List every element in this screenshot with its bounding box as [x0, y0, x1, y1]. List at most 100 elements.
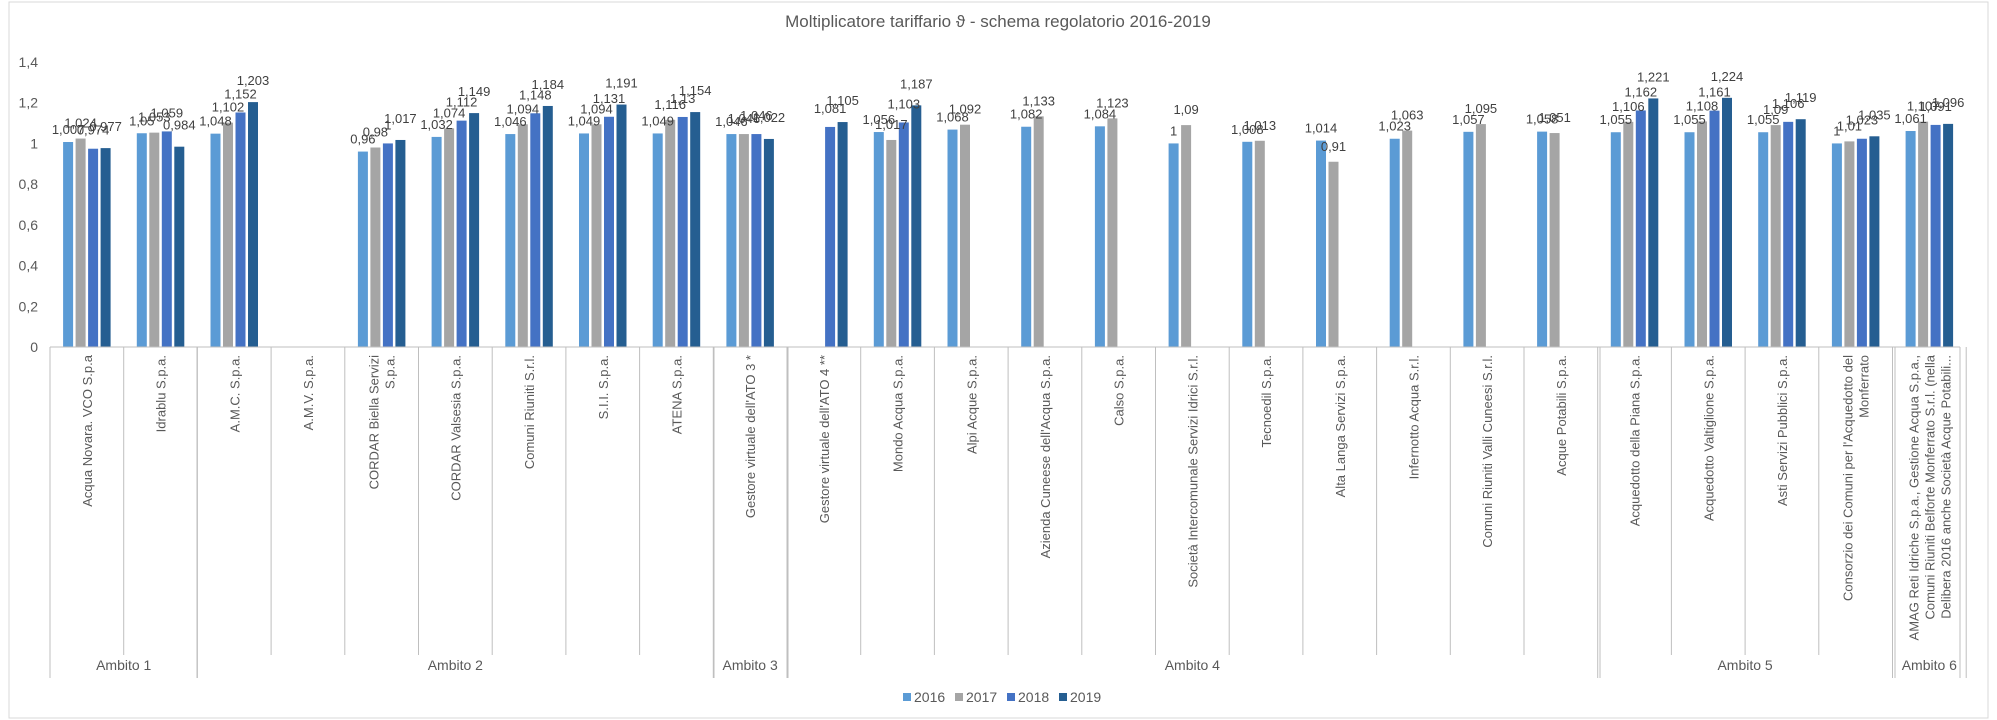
category-label-line: Delibera 2016 anche Società Acque Potabi…	[1938, 355, 1953, 619]
bar-2017	[1254, 140, 1265, 347]
bar-2017	[1402, 130, 1413, 347]
category-label-line: Società Intercomunale Servizi Idrici S.r…	[1185, 355, 1200, 588]
bar-2018	[235, 112, 246, 347]
legend-swatch	[903, 693, 911, 701]
bar-2018	[88, 148, 99, 347]
data-label: 1,049	[641, 113, 674, 128]
y-tick-label: 1,4	[19, 54, 39, 70]
category-label-line: Alta Langa Servizi S.p.a.	[1333, 355, 1348, 497]
category-label: Tecnoedil S.p.a.	[1259, 355, 1274, 448]
data-label: 1,046	[728, 111, 761, 126]
data-label: 1,123	[1096, 95, 1129, 110]
legend-swatch	[1007, 693, 1015, 701]
data-label: 1,091	[1919, 99, 1952, 114]
data-label: 1,092	[949, 102, 982, 117]
bar-2018	[604, 116, 614, 347]
data-label: 1,107	[1907, 99, 1940, 114]
bar-2017	[1033, 116, 1044, 347]
category-label: Acquedotto Valtiglione S.p.a.	[1701, 355, 1716, 521]
data-label: 1,013	[1244, 118, 1277, 133]
bar-2019	[616, 104, 627, 348]
data-label: 1,094	[580, 101, 613, 116]
bar-2017	[591, 124, 602, 348]
data-label: 1	[384, 117, 391, 132]
category-label: CORDAR Valsesia S.p.a.	[448, 355, 463, 501]
bar-2017	[75, 138, 86, 347]
data-label: 1,074	[433, 105, 466, 120]
data-label: 1,017	[384, 111, 417, 126]
data-label: 1,056	[863, 112, 896, 127]
bar-2019	[469, 113, 480, 347]
group-label: Ambito 1	[96, 657, 151, 673]
group-label: Ambito 5	[1717, 657, 1772, 673]
bar-2017	[1181, 125, 1192, 347]
data-label: 1,084	[1084, 106, 1117, 121]
category-label: Gestore virtuale dell'ATO 4 **	[817, 355, 832, 523]
bar-2017	[665, 119, 676, 347]
category-label: Alta Langa Servizi S.p.a.	[1333, 355, 1348, 497]
bar-2016	[726, 134, 737, 347]
data-label: 1,161	[1698, 85, 1731, 100]
bar-2016	[1168, 143, 1179, 347]
data-label: 1,081	[814, 101, 847, 116]
bar-2018	[456, 120, 467, 347]
group-label: Ambito 3	[723, 657, 778, 673]
bar-2016	[1831, 143, 1842, 347]
bar-2016	[357, 151, 368, 347]
data-label: 1,096	[1932, 95, 1965, 110]
bar-2017	[960, 124, 970, 347]
category-label-line: S.p.a.	[383, 355, 398, 389]
bar-2017	[444, 128, 455, 347]
bar-2019	[174, 146, 185, 347]
category-label-line: Asti Servizi Pubblici S.p.a.	[1775, 355, 1790, 506]
bar-2019	[395, 139, 406, 347]
category-label-line: Infernotto Acqua S.r.l.	[1406, 355, 1421, 479]
data-label: 0,96	[350, 132, 375, 147]
data-label: 1,184	[532, 77, 565, 92]
y-tick-label: 1	[30, 135, 38, 151]
data-label: 1,224	[1711, 69, 1744, 84]
category-label-line: Monferrato	[1857, 355, 1872, 418]
x-axis: Acqua Novara. VCO S.p.a Idrablu S.p.a. A.M…	[49, 346, 1967, 678]
bar-2016	[63, 142, 74, 347]
data-label: 1,133	[1022, 93, 1055, 108]
data-label: 1,102	[212, 100, 245, 115]
data-label: 1,09	[1173, 102, 1198, 117]
category-label: ATENA S.p.a.	[669, 355, 684, 434]
bar-2016	[1684, 132, 1695, 347]
bar-2019	[100, 148, 111, 347]
data-label: 1,162	[1625, 84, 1658, 99]
bar-2019	[1943, 123, 1954, 347]
data-label: 1,108	[1686, 98, 1719, 113]
bar-2017	[1918, 121, 1929, 348]
data-label: 1,024	[64, 116, 97, 131]
group-label: Ambito 6	[1902, 657, 1957, 673]
bar-2017	[738, 134, 749, 347]
data-label: 1,068	[936, 110, 969, 125]
category-label: Acquedotto della Piana S.p.a.	[1628, 355, 1643, 526]
data-label: 1,095	[1465, 101, 1498, 116]
category-label-line: Acquedotto Valtiglione S.p.a.	[1701, 355, 1716, 521]
data-label: 1,13	[670, 91, 695, 106]
category-label: Asti Servizi Pubblici S.p.a.	[1775, 355, 1790, 506]
data-label: 1,105	[826, 93, 859, 108]
bar-2016	[505, 134, 516, 347]
bar-2016	[1021, 126, 1032, 347]
data-label: 0,977	[89, 119, 122, 134]
data-label: 1,221	[1637, 69, 1670, 84]
category-label-line: AMAG Reti Idriche S.p.a., Gestione Acqua…	[1906, 355, 1921, 640]
bar-2019	[1795, 119, 1806, 347]
y-tick-label: 0,4	[19, 258, 39, 274]
bar-2016	[1463, 131, 1474, 347]
bar-2016	[1389, 138, 1400, 347]
legend-label: 2017	[966, 689, 997, 705]
y-tick-label: 1,2	[19, 95, 39, 111]
bar-2016	[1905, 131, 1916, 347]
bar-2016	[1242, 141, 1253, 347]
data-label: 1,106	[1612, 99, 1645, 114]
category-label: Acqua Novara. VCO S.p.a	[80, 354, 95, 507]
category-label-line: CORDAR Valsesia S.p.a.	[448, 355, 463, 501]
category-label: Consorzio dei Comuni per l'Acquedotto de…	[1841, 355, 1872, 601]
category-label: Alpi Acque S.p.a.	[964, 355, 979, 454]
